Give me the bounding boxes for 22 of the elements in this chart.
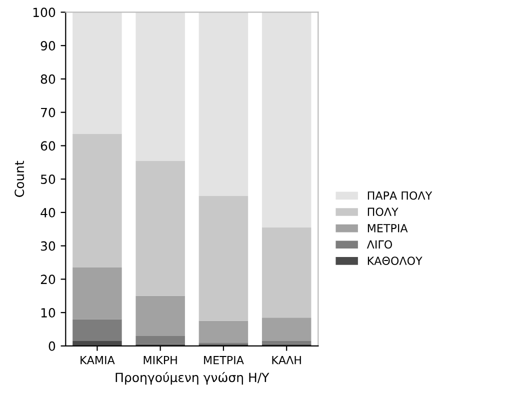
legend-label: ΜΕΤΡΙΑ [368, 224, 408, 232]
x-tick-label: ΚΑΜΙΑ [80, 356, 115, 364]
y-tick-label: 30 [40, 241, 56, 251]
y-tick-label: 50 [40, 174, 56, 184]
y-tick-label: 90 [40, 41, 56, 51]
legend-label: ΚΑΘΟΛΟΥ [368, 256, 422, 265]
x-tick-label: ΜΕΤΡΙΑ [204, 356, 244, 364]
x-axis-title: Προηγούμενη γνώση Η/Υ [116, 372, 270, 385]
y-tick-label: 40 [40, 208, 56, 218]
y-tick-label: 0 [48, 341, 56, 351]
y-axis-title: Count [14, 160, 24, 197]
legend-label: ΛΙΓΟ [366, 240, 392, 249]
legend-label: ΠΟΛΥ [368, 208, 398, 216]
y-tick-label: 60 [40, 141, 56, 151]
y-tick-label: 70 [41, 108, 56, 118]
y-tick-label: 10 [41, 308, 56, 318]
x-tick-label: ΜΙΚΡΗ [144, 356, 177, 364]
legend-label: ΠΑΡΑ ΠΟΛΥ [368, 191, 432, 200]
y-tick-label: 100 [33, 8, 56, 18]
x-tick-label: ΚΑΛΗ [272, 356, 301, 364]
y-tick-label: 80 [40, 74, 56, 84]
y-tick-label: 20 [40, 274, 56, 284]
